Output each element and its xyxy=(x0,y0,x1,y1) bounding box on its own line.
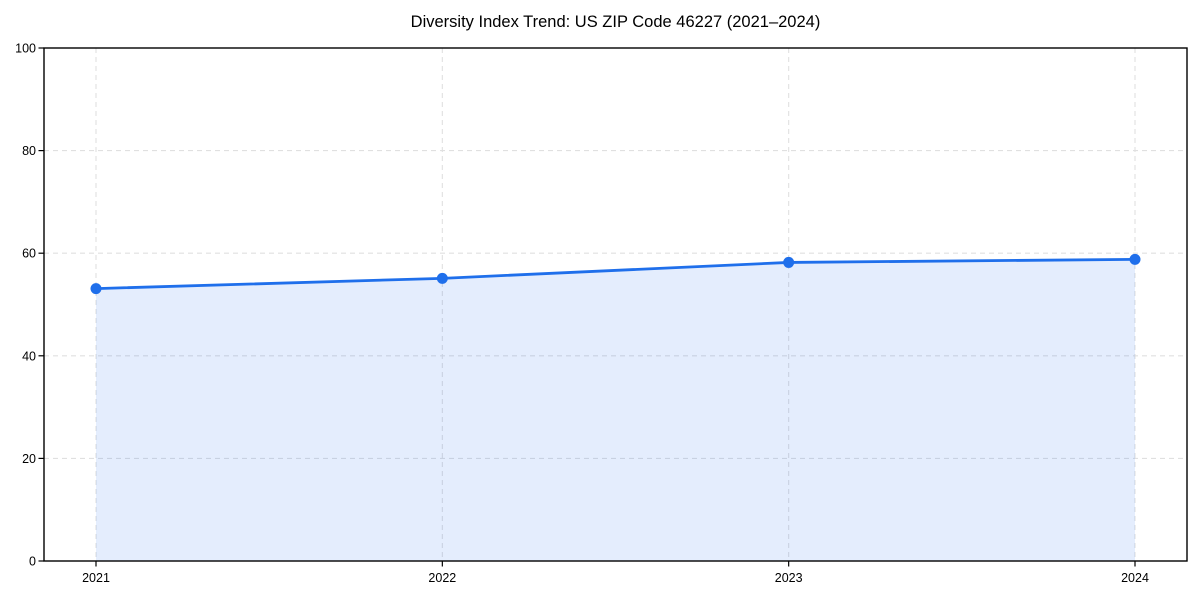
y-tick-label: 80 xyxy=(22,144,36,158)
trend-line xyxy=(94,257,1137,290)
x-tick-label: 2023 xyxy=(775,571,803,585)
area-fill xyxy=(96,259,1135,561)
data-point xyxy=(1129,253,1141,265)
chart-title: Diversity Index Trend: US ZIP Code 46227… xyxy=(411,13,821,31)
x-axis-tick-labels: 2021 2022 2023 2024 xyxy=(82,571,1149,585)
plot-border xyxy=(43,47,1188,562)
x-tick-label: 2024 xyxy=(1121,571,1149,585)
y-tick-label: 0 xyxy=(29,555,36,569)
area-fill-shape xyxy=(96,259,1135,561)
data-point xyxy=(783,256,795,268)
data-point xyxy=(90,283,102,295)
axis-tick-marks xyxy=(38,47,1136,567)
trend-line-path xyxy=(94,257,1137,290)
y-tick-label: 60 xyxy=(22,247,36,261)
y-tick-label: 40 xyxy=(22,349,36,363)
data-point-markers xyxy=(90,253,1141,295)
x-tick-label: 2021 xyxy=(82,571,110,585)
y-axis-tick-labels: 0 20 40 60 80 100 xyxy=(15,42,36,569)
data-point xyxy=(436,272,448,284)
y-tick-label: 100 xyxy=(15,42,36,56)
x-tick-label: 2022 xyxy=(428,571,456,585)
y-tick-label: 20 xyxy=(22,452,36,466)
